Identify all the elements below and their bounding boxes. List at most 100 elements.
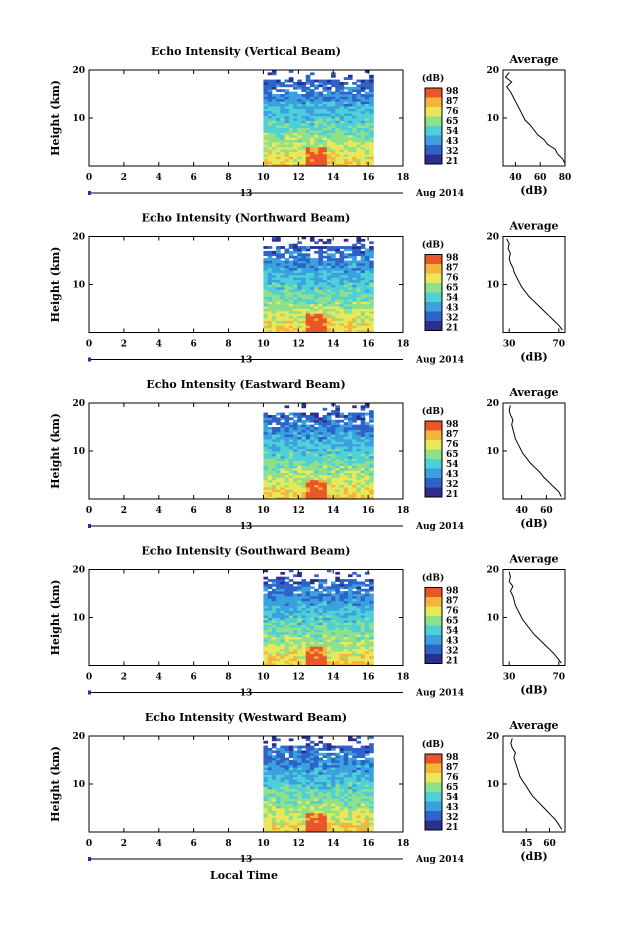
heatmap-cell [271, 101, 277, 104]
heatmap-cell [314, 146, 319, 150]
heatmap-cell [364, 798, 370, 802]
heatmap-cell [339, 491, 345, 495]
heatmap-cell [271, 810, 277, 814]
heatmap-cell [263, 289, 269, 293]
heatmap-cell [305, 448, 311, 452]
heatmap-cell [360, 238, 366, 242]
heatmap-cell [293, 641, 298, 645]
heatmap-cell [352, 458, 357, 461]
heatmap-cell [305, 591, 311, 594]
heatmap-cell [305, 286, 311, 290]
heatmap-cell [339, 277, 345, 281]
heatmap-cell [271, 151, 277, 155]
heatmap-cell [284, 605, 290, 609]
heatmap-cell [305, 781, 311, 785]
heatmap-cell [288, 764, 294, 768]
heatmap-cell [297, 764, 302, 768]
heatmap-cell [352, 764, 357, 768]
heatmap-cell [297, 470, 302, 473]
heatmap-cell [263, 643, 269, 647]
heatmap-cell [335, 282, 340, 285]
heatmap-cell [297, 760, 302, 763]
colorbar-tick-label: 43 [446, 137, 459, 147]
heatmap-cell [356, 748, 362, 751]
heatmap-cell [343, 439, 349, 442]
heatmap-cell [267, 817, 273, 821]
heatmap-cell [364, 491, 370, 495]
heatmap-cell [284, 653, 290, 657]
heatmap-cell [343, 479, 349, 483]
heatmap-cell [369, 767, 374, 770]
colorbar-swatch [425, 259, 442, 265]
heatmap-cell [297, 108, 302, 112]
colorbar-swatch [425, 440, 442, 446]
x-tick-label: 8 [225, 173, 231, 183]
heatmap-cell [263, 793, 269, 797]
heatmap-cell [309, 284, 315, 288]
heatmap-cell [301, 289, 307, 293]
heatmap-cell [318, 250, 324, 254]
heatmap-cell [297, 798, 302, 802]
heatmap-cell [271, 270, 277, 273]
heatmap-cell [280, 660, 285, 664]
heatmap-cell [352, 467, 357, 471]
heatmap-cell [280, 306, 285, 309]
heatmap-cell [284, 769, 290, 773]
heatmap-cell [318, 139, 324, 143]
heatmap-cell [331, 484, 336, 488]
heatmap-cell [305, 161, 311, 164]
heatmap-cell [335, 764, 340, 768]
heatmap-cell [293, 286, 298, 290]
heatmap-cell [369, 443, 374, 447]
heatmap-cell [301, 786, 307, 790]
heatmap-cell [352, 465, 357, 469]
heatmap-cell [314, 752, 319, 756]
heatmap-cell [301, 767, 307, 770]
heatmap-cell [301, 781, 307, 785]
heatmap-cell [280, 458, 285, 461]
heatmap-cell [335, 89, 340, 92]
heatmap-cell [352, 622, 357, 626]
heatmap-cell [318, 624, 324, 628]
heatmap-cell [293, 139, 298, 143]
heatmap-cell [288, 313, 294, 317]
heatmap-cell [331, 745, 336, 749]
day-label: 13 [240, 189, 253, 199]
date-label: Aug 2014 [415, 855, 464, 865]
heatmap-cell [276, 422, 281, 425]
heatmap-cell [301, 796, 307, 799]
heatmap-cell [331, 98, 336, 102]
heatmap-cell [293, 574, 298, 578]
heatmap-cell [369, 612, 374, 616]
heatmap-cell [284, 600, 290, 604]
heatmap-cell [305, 248, 311, 252]
heatmap-cell [339, 579, 345, 582]
heatmap-cell [263, 774, 269, 778]
heatmap-cell [343, 286, 349, 290]
heatmap-cell [356, 574, 362, 578]
heatmap-cell [343, 653, 349, 657]
heatmap-cell [360, 800, 366, 804]
heatmap-cell [326, 755, 332, 758]
heatmap-cell [284, 767, 290, 770]
profile-line [504, 72, 566, 164]
heatmap-cell [263, 641, 269, 645]
heatmap-cell [309, 641, 315, 645]
heatmap-cell [276, 769, 281, 773]
heatmap-cell [271, 118, 277, 121]
heatmap-cell [314, 451, 319, 454]
heatmap-cell [276, 764, 281, 768]
heatmap-cell [267, 477, 273, 481]
heatmap-cell [331, 279, 336, 283]
heatmap-cell [301, 429, 307, 433]
heatmap-cell [276, 605, 281, 609]
heatmap-cell [339, 586, 345, 590]
heatmap-cell [318, 791, 324, 794]
profile-title: Average [508, 53, 558, 66]
heatmap-cell [322, 96, 328, 100]
heatmap-cell [309, 622, 315, 626]
heatmap-cell [293, 149, 298, 152]
heatmap-cell [322, 241, 328, 245]
profile-y-tick-label: 10 [486, 114, 499, 124]
heatmap-cell [339, 487, 345, 490]
